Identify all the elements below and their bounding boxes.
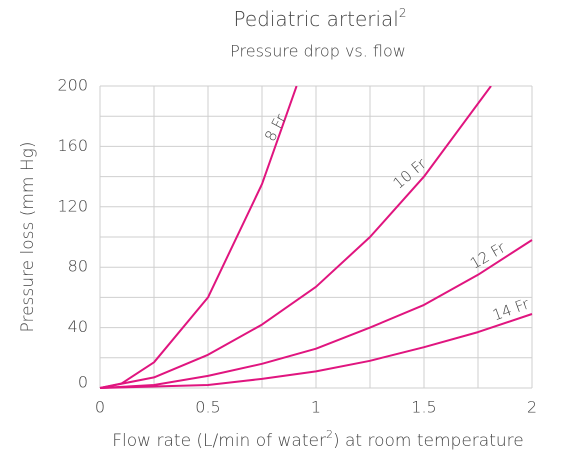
y-tick-label: 80 — [68, 257, 88, 276]
y-tick-label: 200 — [57, 76, 88, 95]
title-superscript: 2 — [399, 6, 407, 20]
x-tick-label: 2 — [527, 398, 537, 417]
chart-subtitle: Pressure drop vs. flow — [230, 42, 406, 61]
y-tick-label: 40 — [68, 317, 88, 336]
x-label-text: Flow rate (L/min of water — [112, 431, 326, 451]
x-tick-label: 1.5 — [411, 398, 436, 417]
y-tick-label: 120 — [57, 196, 88, 215]
series-line — [99, 239, 533, 389]
x-axis-label: Flow rate (L/min of water2) at room temp… — [112, 428, 523, 451]
y-tick-label: 160 — [57, 136, 88, 155]
x-label-superscript: 2 — [326, 428, 333, 441]
series-line — [99, 313, 533, 389]
series-line — [99, 86, 492, 389]
x-tick-label: 0.5 — [195, 398, 220, 417]
y-tick-label: 0 — [78, 373, 88, 392]
x-tick-label: 0 — [95, 398, 105, 417]
x-tick-label: 1 — [311, 398, 321, 417]
series-label: 14 Fr — [490, 294, 532, 324]
y-axis-label: Pressure loss (mm Hg) — [18, 141, 38, 332]
chart-title: Pediatric arterial2 — [234, 6, 407, 31]
x-label-text: ) at room temperature — [333, 431, 524, 451]
title-text: Pediatric arterial — [234, 7, 399, 31]
